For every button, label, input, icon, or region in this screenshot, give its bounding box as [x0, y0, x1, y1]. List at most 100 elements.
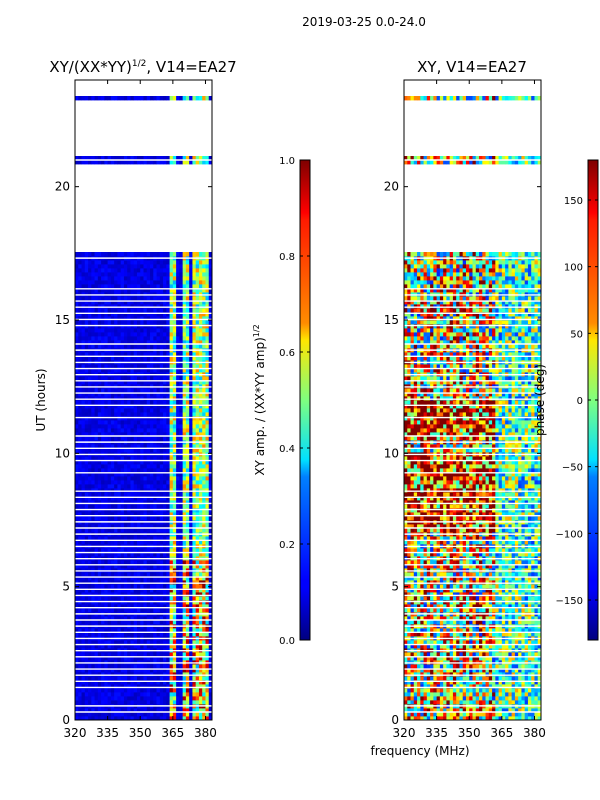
heatmap-cell: [94, 500, 99, 505]
heatmap-cell: [208, 268, 213, 273]
heatmap-cell: [169, 660, 174, 665]
heatmap-cell: [166, 448, 170, 453]
heatmap-cell: [94, 288, 99, 293]
heatmap-cell: [172, 320, 177, 325]
heatmap-cell: [156, 516, 161, 521]
heatmap-cell: [143, 604, 148, 609]
heatmap-cell: [163, 408, 167, 413]
heatmap-cell: [78, 456, 82, 461]
heatmap-cell: [130, 504, 135, 509]
heatmap-cell: [192, 632, 197, 637]
heatmap-cell: [166, 332, 170, 337]
heatmap-cell: [101, 716, 105, 721]
heatmap-cell: [182, 408, 187, 413]
heatmap-cell: [84, 404, 89, 409]
heatmap-cell: [159, 364, 164, 369]
heatmap-cell: [189, 604, 193, 609]
heatmap-cell: [150, 528, 154, 533]
heatmap-cell: [133, 396, 138, 401]
heatmap-cell: [202, 392, 206, 397]
heatmap-cell: [172, 408, 177, 413]
heatmap-cell: [163, 388, 167, 393]
heatmap-cell: [202, 524, 206, 529]
heatmap-cell: [208, 688, 213, 693]
heatmap-cell: [195, 264, 200, 269]
heatmap-cell: [84, 352, 89, 357]
heatmap-cell: [182, 456, 187, 461]
heatmap-cell: [208, 700, 213, 705]
heatmap-cell: [120, 652, 125, 657]
heatmap-cell: [91, 596, 95, 601]
heatmap-cell: [114, 340, 118, 345]
heatmap-cell: [136, 644, 141, 649]
heatmap-cell: [97, 464, 102, 469]
heatmap-cell: [81, 432, 86, 437]
heatmap-cell: [156, 500, 161, 505]
heatmap-cell: [166, 500, 170, 505]
heatmap-cell: [163, 296, 167, 301]
heatmap-cell: [114, 252, 118, 257]
heatmap-cell: [205, 576, 210, 581]
heatmap-cell: [81, 376, 86, 381]
heatmap-cell: [140, 512, 144, 517]
heatmap-cell: [104, 548, 109, 553]
heatmap-cell: [104, 688, 109, 693]
heatmap-cell: [84, 492, 89, 497]
heatmap-cell: [179, 596, 184, 601]
heatmap-cell: [150, 368, 154, 373]
heatmap-cell: [153, 364, 157, 369]
heatmap-cell: [202, 272, 206, 277]
heatmap-cell: [169, 292, 174, 297]
heatmap-cell: [123, 568, 128, 573]
heatmap-cell: [185, 352, 190, 357]
heatmap-cell: [153, 524, 157, 529]
heatmap-cell: [182, 384, 187, 389]
heatmap-cell: [153, 400, 157, 405]
heatmap-cell: [104, 328, 109, 333]
heatmap-cell: [78, 608, 82, 613]
heatmap-cell: [107, 560, 112, 565]
heatmap-cell: [140, 708, 144, 713]
heatmap-cell: [130, 692, 135, 697]
heatmap-cell: [110, 540, 115, 545]
heatmap-cell: [163, 564, 167, 569]
heatmap-cell: [114, 608, 118, 613]
heatmap-cell: [104, 320, 109, 325]
heatmap-cell: [117, 628, 122, 633]
heatmap-cell: [75, 516, 79, 521]
heatmap-cell: [208, 404, 213, 409]
heatmap-cell: [172, 512, 177, 517]
heatmap-cell: [140, 604, 144, 609]
heatmap-cell: [104, 260, 109, 265]
heatmap-cell: [130, 460, 135, 465]
heatmap-cell: [81, 692, 86, 697]
heatmap-cell: [195, 364, 200, 369]
heatmap-cell: [163, 616, 167, 621]
heatmap-cell: [143, 700, 148, 705]
heatmap-cell: [104, 388, 109, 393]
heatmap-cell: [163, 312, 167, 317]
heatmap-cell: [101, 488, 105, 493]
heatmap-cell: [182, 692, 187, 697]
heatmap-cell: [185, 264, 190, 269]
heatmap-cell: [127, 512, 131, 517]
heatmap-cell: [75, 484, 79, 489]
heatmap-cell: [91, 420, 95, 425]
heatmap-cell: [78, 424, 82, 429]
heatmap-cell: [114, 684, 118, 689]
heatmap-cell: [110, 400, 115, 405]
heatmap-cell: [143, 296, 148, 301]
heatmap-cell: [166, 260, 170, 265]
heatmap-cell: [78, 668, 82, 673]
heatmap-cell: [179, 468, 184, 473]
heatmap-cell: [107, 384, 112, 389]
heatmap-cell: [146, 260, 151, 265]
heatmap-cell: [101, 408, 105, 413]
heatmap-cell: [84, 392, 89, 397]
heatmap-cell: [97, 328, 102, 333]
heatmap-cell: [94, 516, 99, 521]
heatmap-cell: [123, 380, 128, 385]
heatmap-cell: [195, 340, 200, 345]
heatmap-cell: [117, 492, 122, 497]
heatmap-cell: [110, 484, 115, 489]
